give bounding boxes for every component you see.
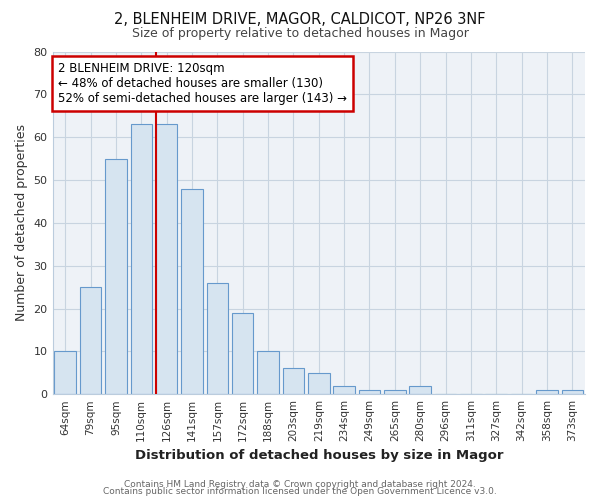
Bar <box>131 124 152 394</box>
Text: Size of property relative to detached houses in Magor: Size of property relative to detached ho… <box>131 28 469 40</box>
Bar <box>156 124 178 394</box>
Bar <box>232 313 253 394</box>
Text: 2, BLENHEIM DRIVE, MAGOR, CALDICOT, NP26 3NF: 2, BLENHEIM DRIVE, MAGOR, CALDICOT, NP26… <box>114 12 486 28</box>
Bar <box>308 373 329 394</box>
Bar <box>105 158 127 394</box>
Bar <box>536 390 558 394</box>
Bar <box>55 352 76 394</box>
Bar <box>562 390 583 394</box>
Bar <box>206 283 228 394</box>
Bar <box>257 352 279 394</box>
Bar <box>181 188 203 394</box>
Bar <box>409 386 431 394</box>
X-axis label: Distribution of detached houses by size in Magor: Distribution of detached houses by size … <box>134 450 503 462</box>
Y-axis label: Number of detached properties: Number of detached properties <box>15 124 28 322</box>
Bar <box>283 368 304 394</box>
Bar <box>80 287 101 394</box>
Text: 2 BLENHEIM DRIVE: 120sqm
← 48% of detached houses are smaller (130)
52% of semi-: 2 BLENHEIM DRIVE: 120sqm ← 48% of detach… <box>58 62 347 105</box>
Bar <box>334 386 355 394</box>
Bar <box>384 390 406 394</box>
Bar <box>359 390 380 394</box>
Text: Contains HM Land Registry data © Crown copyright and database right 2024.: Contains HM Land Registry data © Crown c… <box>124 480 476 489</box>
Text: Contains public sector information licensed under the Open Government Licence v3: Contains public sector information licen… <box>103 487 497 496</box>
